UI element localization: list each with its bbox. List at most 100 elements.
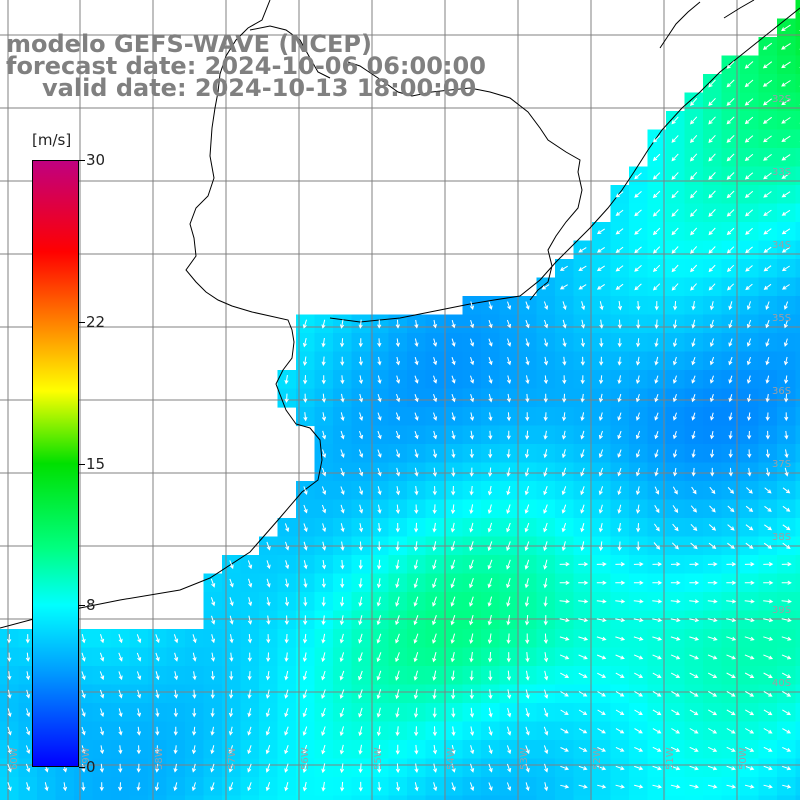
wind-arrow xyxy=(617,467,622,477)
wind-arrow xyxy=(598,467,604,477)
wind-arrow xyxy=(358,763,363,774)
wind-arrow xyxy=(507,689,512,700)
wind-arrow xyxy=(321,338,326,348)
wind-arrow xyxy=(155,708,160,718)
wind-arrow xyxy=(81,689,86,699)
wind-arrow xyxy=(192,708,197,718)
colorbar-tickmark xyxy=(79,767,85,768)
wind-arrow xyxy=(358,467,364,477)
wind-arrow xyxy=(340,781,345,792)
wind-cell xyxy=(777,795,797,800)
wind-arrow xyxy=(596,562,607,567)
wind-arrow xyxy=(469,485,474,496)
wind-arrow xyxy=(782,765,792,771)
wind-cell xyxy=(795,721,800,741)
wind-arrow xyxy=(689,562,700,567)
wind-arrow xyxy=(543,301,549,310)
wind-arrow xyxy=(228,708,234,718)
wind-arrow xyxy=(672,319,678,329)
wind-arrow xyxy=(358,652,363,663)
wind-arrow xyxy=(728,467,733,477)
wind-arrow xyxy=(654,338,659,348)
valid-date: valid date: 2024-10-13 18:00:00 xyxy=(42,74,477,102)
wind-arrow xyxy=(340,375,345,385)
wind-arrow xyxy=(359,430,364,440)
wind-arrow xyxy=(726,690,736,697)
wind-cell xyxy=(795,370,800,390)
wind-arrow xyxy=(321,467,327,477)
wind-arrow xyxy=(561,486,567,496)
wind-cell xyxy=(795,351,800,371)
wind-arrow xyxy=(433,357,438,366)
wind-arrow xyxy=(726,61,735,69)
wind-arrow xyxy=(744,672,755,678)
colorbar-tickmark xyxy=(79,160,85,161)
wind-arrow xyxy=(26,689,31,699)
wind-arrow xyxy=(562,356,567,366)
wind-cell xyxy=(296,795,316,800)
wind-arrow xyxy=(598,541,604,552)
wind-arrow xyxy=(765,375,770,384)
wind-arrow xyxy=(413,652,419,663)
wind-arrow xyxy=(765,412,770,422)
wind-cell xyxy=(795,777,800,797)
wind-arrow xyxy=(636,338,641,348)
wind-arrow xyxy=(689,709,699,716)
wind-arrow xyxy=(210,782,215,792)
wind-arrow xyxy=(488,670,493,681)
wind-arrow xyxy=(358,541,363,552)
longitude-label: 51W xyxy=(665,747,676,770)
wind-cell xyxy=(129,795,149,800)
wind-arrow xyxy=(450,504,456,515)
wind-arrow xyxy=(414,467,419,477)
wind-arrow xyxy=(634,246,642,254)
wind-arrow xyxy=(781,209,791,216)
wind-arrow xyxy=(726,190,735,199)
wind-arrow xyxy=(728,301,733,311)
wind-arrow xyxy=(617,523,622,533)
wind-arrow xyxy=(487,559,493,570)
wind-arrow xyxy=(155,745,160,755)
wind-arrow xyxy=(708,264,716,273)
wind-arrow xyxy=(303,596,308,607)
wind-arrow xyxy=(506,541,511,552)
wind-arrow xyxy=(615,746,625,752)
wind-arrow xyxy=(322,523,327,533)
wind-arrow xyxy=(450,578,456,589)
wind-arrow xyxy=(284,652,289,663)
wind-arrow xyxy=(507,301,512,310)
wind-arrow xyxy=(782,524,791,531)
wind-arrow xyxy=(395,707,400,718)
wind-arrow xyxy=(781,265,790,272)
longitude-label: 55W xyxy=(373,747,384,770)
wind-arrow xyxy=(763,599,774,604)
wind-arrow xyxy=(192,689,197,699)
wind-arrow xyxy=(635,430,641,440)
wind-arrow xyxy=(671,283,679,291)
wind-arrow xyxy=(99,782,104,792)
wind-arrow xyxy=(339,726,344,737)
latitude-label: 37S xyxy=(772,459,791,470)
wind-arrow xyxy=(395,596,400,607)
wind-arrow xyxy=(596,283,605,290)
wind-arrow xyxy=(302,726,308,736)
wind-arrow xyxy=(708,209,716,217)
wind-arrow xyxy=(615,265,624,272)
wind-cell xyxy=(740,795,760,800)
wind-arrow xyxy=(432,522,437,533)
wind-arrow xyxy=(745,265,753,272)
wind-arrow xyxy=(506,485,511,496)
wind-arrow xyxy=(615,283,624,290)
wind-arrow xyxy=(525,763,530,773)
wind-arrow xyxy=(763,765,773,771)
wind-arrow xyxy=(708,524,717,531)
wind-arrow xyxy=(744,636,755,641)
wind-arrow xyxy=(302,707,308,718)
wind-arrow xyxy=(578,247,587,253)
wind-arrow xyxy=(173,634,179,644)
wind-cell xyxy=(462,795,482,800)
wind-arrow xyxy=(781,135,791,142)
wind-arrow xyxy=(562,301,567,311)
wind-arrow xyxy=(376,670,382,681)
wind-arrow xyxy=(228,726,233,736)
